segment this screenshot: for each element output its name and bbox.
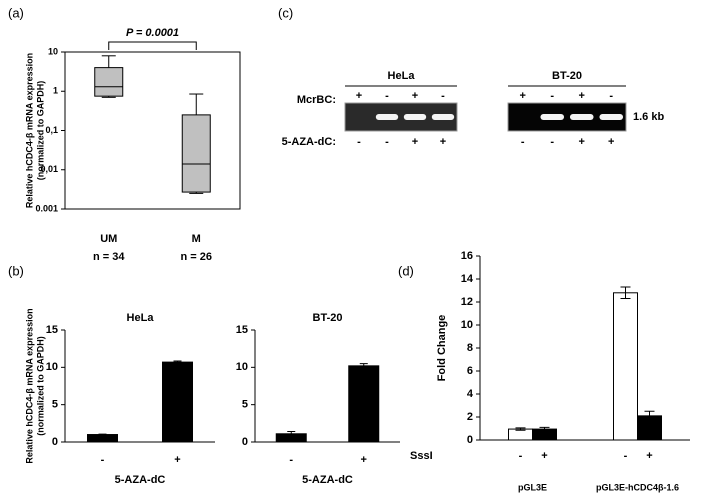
panel-label: (c) [278,5,293,20]
y-axis-label: (normalized to GAPDH) [35,81,45,181]
annotation: P = 0.0001 [126,27,179,39]
x-axis-label: 5-AZA-dC [115,474,166,486]
y-tick-label: 5 [242,399,248,411]
x-tick-label: - [101,454,105,466]
gel-band [375,114,399,120]
y-tick-label: 6 [467,365,473,377]
sssi-label: + [646,450,652,462]
error-bar [98,433,107,436]
y-tick-label: 10 [461,319,473,331]
significance-bracket [108,41,197,50]
aza-sign: - [550,136,554,148]
error-bar [173,360,182,364]
plot-frame [64,51,241,210]
y-tick-label: 4 [467,388,474,400]
x-tick-label: UM [100,233,117,245]
x-tick-label: + [361,454,367,466]
x-tick-label: + [174,454,180,466]
y-tick-label: 15 [236,324,248,336]
aza-sign: + [579,136,585,148]
y-tick-label: 10 [236,361,248,373]
y-tick-label: 0 [52,436,58,448]
y-tick-label: 2 [467,411,473,423]
y-tick-label: 0 [242,436,248,448]
bar [348,365,380,443]
bar [162,361,193,443]
mcrbc-sign: - [441,90,445,102]
n-label: n = 34 [93,251,125,263]
y-tick-label: 8 [467,342,473,354]
y-axis-label: Relative hCDC4-β mRNA expression [24,308,34,463]
mcrbc-sign: + [579,90,585,102]
gel-row-label: McrBC: [297,94,336,106]
mcrbc-sign: - [550,90,554,102]
y-tick-label: 10 [46,361,58,373]
gel-band [569,114,594,120]
gel-size-label: 1.6 kb [633,111,664,123]
error-bar [515,427,526,431]
x-tick-label: M [192,233,201,245]
mcrbc-sign: + [412,90,418,102]
y-axis-label: Relative hCDC4-β mRNA expression [24,53,34,208]
bar [87,434,118,443]
error-bar [539,426,550,432]
chart-title: BT-20 [313,312,343,324]
aza-sign: - [357,136,361,148]
gel-band [431,114,455,120]
gel-band [403,114,427,120]
sssi-label: + [541,450,547,462]
x-tick-label: - [289,454,293,466]
y-tick-label: 10 [48,46,58,56]
bar [613,292,638,441]
y-tick-label: 5 [52,399,58,411]
y-tick-label: 0,01 [40,164,58,174]
error-bar [620,286,631,300]
chart-title: HeLa [127,312,155,324]
aza-sign: - [385,136,389,148]
panel-label: (b) [8,263,24,278]
bar [637,415,662,441]
x-tick-label: pGL3E-hCDC4β-1.6 [596,482,679,492]
y-tick-label: 14 [461,273,474,285]
y-tick-label: 12 [461,296,473,308]
sssi-title: SssI [410,450,433,462]
mcrbc-sign: - [609,90,613,102]
y-axis-label: (normalized to GAPDH) [35,336,45,436]
y-tick-label: 0 [467,434,473,446]
y-axis-label: Fold Change [436,315,448,382]
box [94,67,124,97]
x-axis-label: 5-AZA-dC [302,474,353,486]
mcrbc-sign: - [385,90,389,102]
aza-sign: + [412,136,418,148]
mcrbc-sign: + [356,90,362,102]
panel-label: (a) [8,5,24,20]
x-tick-label: pGL3E [518,482,547,492]
gel-band [540,114,565,120]
gel-title: HeLa [388,70,416,82]
error-bar [644,410,655,421]
gel-band [599,114,624,120]
y-tick-label: 1 [53,86,58,96]
sssi-label: - [519,450,523,462]
aza-sign: + [608,136,614,148]
gel-title: BT-20 [552,70,582,82]
y-tick-label: 0.001 [35,203,58,213]
n-label: n = 26 [181,251,213,263]
box [181,114,211,193]
y-tick-label: 15 [46,324,58,336]
error-bar [359,363,368,369]
aza-sign: + [440,136,446,148]
sssi-label: - [624,450,628,462]
error-bar [287,431,296,437]
y-tick-label: 0,1 [45,125,58,135]
gel-row-label: 5-AZA-dC: [282,136,336,148]
mcrbc-sign: + [520,90,526,102]
aza-sign: - [521,136,525,148]
y-tick-label: 16 [461,250,473,262]
panel-label: (d) [398,263,414,278]
